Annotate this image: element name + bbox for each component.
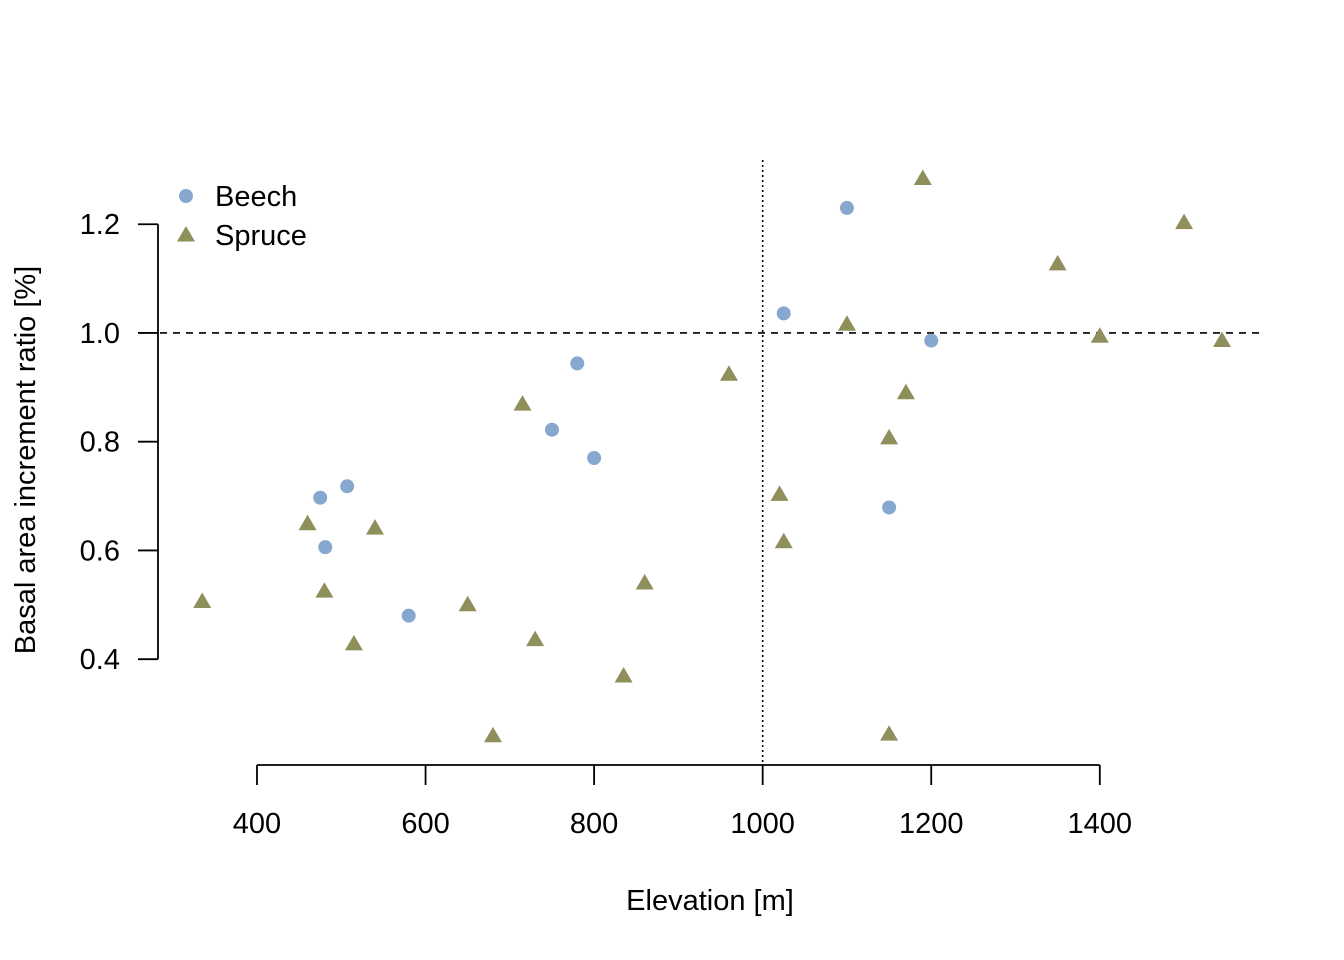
beech-point bbox=[882, 500, 897, 515]
beech-point bbox=[544, 422, 559, 437]
y-tick-label: 1.2 bbox=[80, 209, 120, 241]
spruce-point bbox=[483, 726, 502, 743]
beech-point bbox=[924, 333, 939, 348]
legend-spruce-marker bbox=[177, 226, 195, 242]
beech-point bbox=[340, 479, 355, 494]
beech-point bbox=[313, 490, 328, 505]
spruce-point bbox=[635, 574, 654, 590]
spruce-point bbox=[1213, 331, 1231, 348]
spruce-point bbox=[193, 592, 212, 609]
spruce-point bbox=[513, 395, 532, 411]
spruce-point bbox=[614, 667, 633, 683]
legend-beech-label: Beech bbox=[215, 181, 297, 213]
beech-point bbox=[318, 540, 333, 555]
spruce-point bbox=[880, 725, 899, 741]
y-axis: 0.4 0.6 0.8 1.0 1.2 bbox=[80, 209, 159, 676]
reference-lines bbox=[160, 160, 1264, 765]
spruce-point bbox=[896, 383, 915, 400]
spruce-point bbox=[365, 519, 384, 535]
spruce-point bbox=[913, 169, 932, 186]
x-axis-title: Elevation [m] bbox=[626, 885, 794, 917]
x-tick-label: 400 bbox=[233, 808, 281, 840]
spruce-point bbox=[719, 365, 738, 381]
spruce-point bbox=[298, 514, 317, 531]
beech-point bbox=[570, 356, 585, 371]
spruce-point bbox=[1090, 327, 1109, 343]
y-tick-label: 0.6 bbox=[80, 535, 120, 567]
spruce-point bbox=[315, 582, 334, 598]
y-axis-title: Basal area increment ratio [%] bbox=[10, 266, 42, 654]
spruce-point bbox=[344, 634, 363, 651]
spruce-point bbox=[458, 595, 477, 612]
spruce-point bbox=[880, 428, 899, 445]
legend-spruce-label: Spruce bbox=[215, 220, 307, 252]
x-tick-label: 800 bbox=[570, 808, 618, 840]
spruce-point bbox=[526, 630, 545, 647]
beech-point bbox=[587, 451, 602, 465]
legend: Beech Spruce bbox=[177, 181, 307, 252]
spruce-point bbox=[770, 485, 789, 501]
data-points bbox=[193, 169, 1231, 743]
legend-beech-marker bbox=[179, 189, 193, 203]
beech-point bbox=[401, 608, 416, 623]
x-tick-label: 1000 bbox=[730, 808, 795, 840]
spruce-point bbox=[837, 315, 856, 331]
beech-point bbox=[839, 200, 854, 215]
y-tick-label: 0.4 bbox=[80, 644, 120, 676]
spruce-point bbox=[774, 532, 793, 549]
x-tick-label: 1400 bbox=[1068, 808, 1133, 840]
y-tick-label: 1.0 bbox=[80, 318, 120, 350]
x-axis: 400 600 800 1000 1200 1400 bbox=[233, 764, 1133, 840]
beech-point bbox=[776, 306, 791, 321]
x-tick-label: 1200 bbox=[899, 808, 964, 840]
x-tick-label: 600 bbox=[401, 808, 449, 840]
y-tick-label: 0.8 bbox=[80, 427, 120, 459]
spruce-point bbox=[1048, 254, 1067, 271]
spruce-point bbox=[1175, 213, 1194, 230]
